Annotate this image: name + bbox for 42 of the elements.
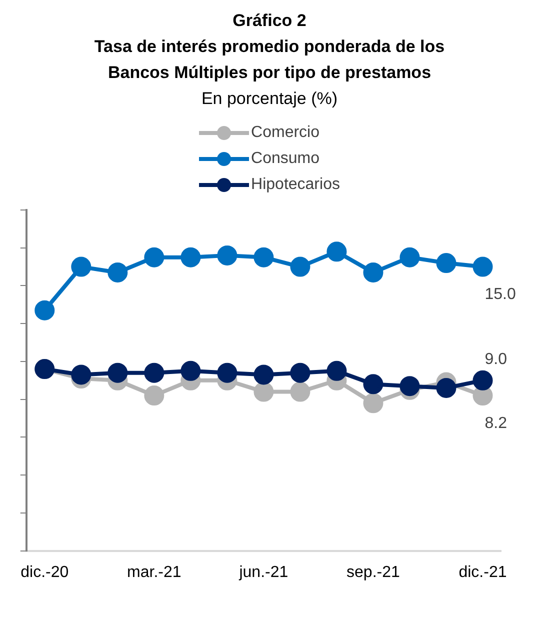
data-label: 8.2: [484, 414, 508, 432]
point: [108, 262, 128, 282]
legend-label: Consumo: [251, 150, 320, 168]
point: [254, 382, 274, 402]
x-tick-label: jun.-21: [238, 564, 288, 581]
chart-subtitle: En porcentaje (%): [200, 88, 339, 110]
point: [34, 300, 55, 320]
data-label: 9.0: [484, 350, 508, 368]
point: [436, 253, 456, 274]
point: [217, 362, 238, 383]
x-tick-label: dic.-20: [20, 564, 69, 581]
point: [363, 393, 384, 414]
point: [71, 364, 92, 385]
point: [472, 256, 493, 277]
point: [290, 362, 310, 383]
legend-label: Hipotecarios: [251, 176, 340, 194]
point: [180, 360, 201, 381]
point: [144, 386, 164, 406]
point: [290, 382, 310, 402]
point: [144, 362, 164, 383]
point: [400, 247, 420, 268]
point: [363, 374, 384, 394]
point: [326, 242, 347, 262]
point: [400, 376, 420, 396]
point: [254, 247, 274, 268]
point: [290, 256, 310, 277]
point: [363, 262, 384, 282]
point: [108, 362, 128, 383]
point: [254, 364, 274, 385]
chart-title: Gráfico 2 Tasa de interés promedio ponderada de los Bancos Múltiples por tipo de prestamos: [93, 10, 446, 84]
point: [472, 370, 493, 390]
point: [144, 247, 164, 268]
legend-label: Comercio: [251, 124, 320, 142]
point: [217, 245, 238, 266]
point: [326, 360, 347, 381]
x-tick-label: sep.-21: [346, 564, 400, 581]
point: [180, 247, 201, 268]
x-tick-label: dic.-21: [458, 564, 507, 581]
point: [71, 256, 92, 277]
data-label: 15.0: [484, 286, 516, 304]
x-tick-label: mar.-21: [127, 564, 182, 581]
point: [436, 378, 456, 398]
